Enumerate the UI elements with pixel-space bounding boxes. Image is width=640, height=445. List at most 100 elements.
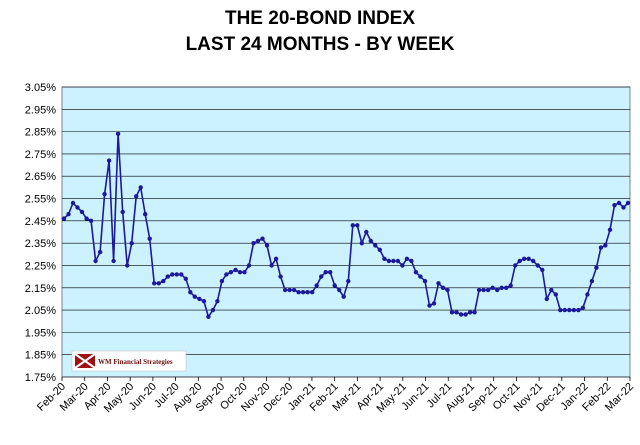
data-point	[368, 238, 373, 244]
data-point	[499, 285, 504, 290]
data-point	[61, 216, 67, 221]
chart-title: THE 20-BOND INDEX	[224, 8, 416, 29]
data-point	[418, 274, 423, 279]
y-tick-label: 2.15%	[25, 283, 56, 295]
y-tick-label: 3.05%	[25, 82, 56, 94]
data-point	[273, 256, 279, 261]
data-point	[291, 287, 297, 293]
data-point	[255, 238, 261, 244]
data-point	[476, 287, 482, 293]
data-point	[323, 270, 328, 275]
data-point	[350, 223, 355, 228]
data-point	[513, 263, 518, 268]
data-point	[314, 283, 319, 288]
data-point	[431, 301, 437, 306]
data-point	[359, 241, 364, 246]
data-point	[210, 307, 216, 313]
data-point	[332, 283, 337, 288]
data-point	[517, 258, 522, 264]
data-point	[598, 245, 604, 250]
data-point	[440, 285, 446, 290]
data-point	[102, 191, 107, 197]
data-point	[278, 274, 283, 279]
data-point	[445, 287, 450, 293]
data-point	[413, 270, 419, 275]
data-point	[382, 256, 387, 261]
data-point	[106, 158, 112, 163]
data-point	[504, 285, 509, 290]
data-point	[522, 256, 527, 261]
plot-area	[61, 86, 631, 378]
data-point	[404, 256, 410, 261]
data-point	[594, 265, 599, 270]
data-point	[228, 270, 234, 275]
data-point	[129, 241, 134, 246]
data-point	[183, 276, 188, 281]
data-point	[386, 258, 392, 264]
data-point	[319, 274, 324, 279]
data-point	[355, 223, 360, 228]
data-point	[296, 290, 301, 295]
data-point	[567, 307, 572, 313]
data-point	[260, 236, 265, 241]
data-point	[251, 241, 256, 246]
data-point	[246, 263, 252, 268]
y-tick-label: 2.85%	[25, 127, 56, 139]
data-point	[79, 209, 85, 215]
data-point	[607, 227, 613, 232]
data-point	[612, 203, 617, 208]
y-tick-label: 2.65%	[25, 171, 56, 183]
data-point	[161, 278, 166, 284]
data-point	[508, 283, 513, 288]
data-point	[174, 272, 179, 277]
data-point	[458, 312, 464, 317]
data-point	[219, 278, 225, 284]
y-tick-label: 2.05%	[25, 305, 56, 317]
data-point	[310, 290, 315, 295]
data-point	[467, 310, 473, 315]
data-point	[170, 272, 175, 277]
data-point	[621, 205, 626, 210]
data-point	[562, 307, 567, 313]
data-point	[84, 216, 89, 221]
data-point	[97, 249, 103, 255]
data-point	[192, 294, 197, 299]
data-point	[531, 258, 536, 264]
data-point	[120, 209, 125, 215]
data-point	[540, 267, 545, 273]
data-point	[111, 258, 116, 264]
data-point	[576, 307, 581, 313]
data-point	[400, 263, 405, 268]
data-point	[179, 272, 184, 277]
data-point	[300, 290, 306, 295]
y-axis: 1.75% 1.85% 1.95% 2.05% 2.15% 2.25% 2.35% 2.45%…	[25, 82, 56, 384]
data-point	[558, 307, 563, 313]
grid-lines	[62, 86, 630, 378]
data-point	[553, 292, 558, 297]
data-point	[147, 236, 152, 241]
data-point	[377, 247, 382, 252]
data-point	[472, 310, 477, 315]
y-tick-label: 2.75%	[25, 149, 56, 161]
data-point	[481, 287, 486, 293]
data-point	[391, 258, 396, 264]
data-point	[603, 243, 608, 248]
data-point	[535, 263, 540, 268]
data-point	[282, 287, 288, 293]
data-point	[485, 287, 491, 293]
data-point	[395, 258, 401, 264]
data-point	[364, 229, 369, 235]
data-point	[580, 305, 586, 310]
data-point	[197, 296, 202, 302]
y-tick-label: 1.95%	[25, 327, 56, 339]
data-point	[152, 281, 157, 286]
logo: WM Financial Strategies	[71, 350, 187, 372]
data-point	[616, 200, 622, 206]
y-tick-label: 2.45%	[25, 216, 56, 228]
y-tick-label: 2.95%	[25, 104, 56, 116]
data-point	[242, 270, 247, 275]
chart-subtitle: LAST 24 MONTHS - BY WEEK	[185, 34, 455, 55]
data-point	[328, 270, 333, 275]
data-point	[544, 296, 549, 302]
